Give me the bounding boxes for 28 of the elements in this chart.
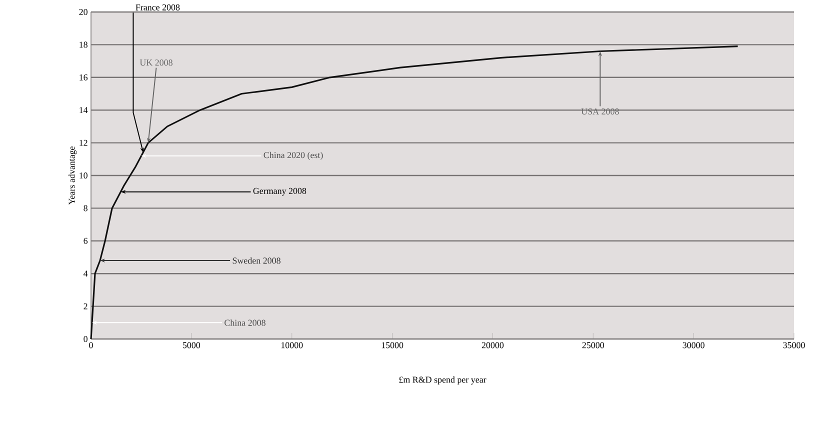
y-tick-label: 2: [84, 303, 88, 310]
y-tick-label: 6: [84, 238, 88, 244]
x-tick-label: 0: [89, 342, 93, 348]
y-tick-label: 12: [80, 140, 88, 146]
annotation: China 2020 (est): [264, 152, 323, 160]
y-tick-label: 20: [79, 8, 88, 16]
x-tick-label: 20000: [482, 342, 504, 348]
y-tick-label: 0: [84, 336, 88, 342]
y-tick-label: 8: [84, 205, 88, 212]
y-tick-label: 4: [84, 270, 88, 277]
x-axis-title: £m R&D spend per year: [399, 376, 486, 385]
y-tick-label: 10: [80, 172, 88, 179]
x-tick-label: 35000: [783, 342, 805, 348]
x-tick-label: 5000: [182, 342, 200, 348]
y-tick-label: 16: [80, 74, 88, 80]
x-tick-label: 10000: [281, 342, 303, 348]
y-tick-label: 14: [80, 107, 88, 114]
annotation: Germany 2008: [253, 188, 306, 196]
annotation: Sweden 2008: [232, 257, 280, 264]
y-tick-label: 18: [80, 42, 88, 48]
annotation: UK 2008: [140, 60, 172, 66]
annotation: France 2008: [136, 4, 180, 10]
annotation: China 2008: [224, 320, 266, 326]
line-series: [90, 46, 739, 340]
x-tick-label: 25000: [582, 342, 604, 348]
x-tick-label: 30000: [682, 342, 704, 348]
y-axis-title: Years advantage: [68, 146, 77, 205]
x-tick-label: 15000: [382, 342, 404, 348]
